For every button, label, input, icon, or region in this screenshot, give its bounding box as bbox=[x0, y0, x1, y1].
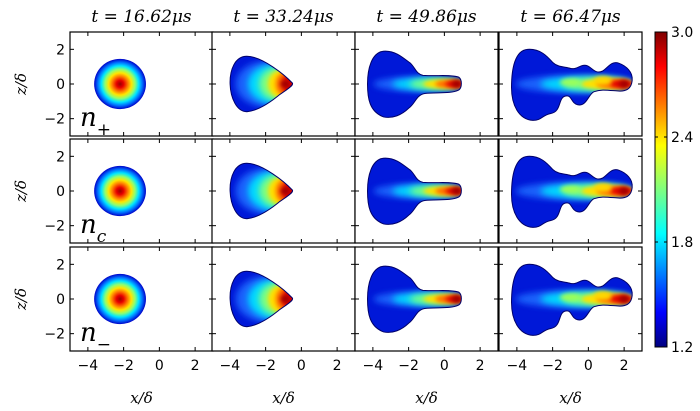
panel-r1-c3 bbox=[354, 31, 499, 137]
x-tick-label: 2 bbox=[620, 358, 629, 374]
x-tick-label: −4 bbox=[363, 358, 384, 374]
colorbar-tick-label: 1.2 bbox=[671, 340, 693, 356]
y-tick-label: 0 bbox=[56, 77, 65, 93]
y-tick-label: 2 bbox=[56, 42, 65, 58]
x-tick-label: −4 bbox=[78, 358, 99, 374]
x-tick-label: −2 bbox=[398, 358, 419, 374]
panel-r3-c3: −4 −2 0 2 bbox=[354, 246, 499, 374]
x-tick-label: 2 bbox=[333, 358, 342, 374]
y-axis-label: z/δ bbox=[12, 73, 30, 96]
x-axis-label: x/δ bbox=[130, 389, 153, 407]
panel-title-4: t = 66.47μs bbox=[520, 7, 621, 27]
column-titles: t = 16.62μs t = 33.24μs t = 49.86μs t = 66.… bbox=[91, 7, 621, 27]
y-tick-label: 2 bbox=[56, 257, 65, 273]
x-tick-label: 0 bbox=[584, 358, 593, 374]
x-tick-label: −2 bbox=[255, 358, 276, 374]
colorbar-tick-label: 2.4 bbox=[671, 130, 693, 146]
panel-r2-c2 bbox=[211, 138, 356, 244]
x-tick-label: 2 bbox=[476, 358, 485, 374]
y-tick-label: 2 bbox=[56, 149, 65, 165]
panel-r3-c2: −4 −2 0 2 bbox=[211, 246, 356, 374]
x-axis-labels: x/δ x/δ x/δ x/δ bbox=[130, 389, 582, 407]
y-tick-label: 0 bbox=[56, 292, 65, 308]
y-tick-label: 0 bbox=[56, 184, 65, 200]
panel-r2-c4 bbox=[498, 138, 643, 244]
y-tick-label: −2 bbox=[44, 327, 65, 343]
panel-title-3: t = 49.86μs bbox=[376, 7, 477, 27]
x-tick-label: 0 bbox=[297, 358, 306, 374]
panel-title-2: t = 33.24μs bbox=[233, 7, 334, 27]
x-axis-label: x/δ bbox=[559, 389, 582, 407]
x-tick-label: −2 bbox=[542, 358, 563, 374]
colorbar-scale bbox=[654, 31, 668, 348]
panel-title-1: t = 16.62μs bbox=[91, 7, 192, 27]
x-tick-label: 2 bbox=[191, 358, 200, 374]
x-tick-label: 0 bbox=[440, 358, 449, 374]
x-axis-label: x/δ bbox=[415, 389, 438, 407]
panel-r2-c3 bbox=[354, 138, 499, 244]
x-tick-label: −4 bbox=[507, 358, 528, 374]
colorbar: 1.2 1.8 2.4 3.0 bbox=[654, 25, 693, 356]
x-tick-label: −4 bbox=[220, 358, 241, 374]
y-tick-label: −2 bbox=[44, 219, 65, 235]
density-blob bbox=[94, 58, 146, 110]
panel-r1-c4 bbox=[498, 31, 643, 137]
x-axis-label: x/δ bbox=[272, 389, 295, 407]
y-tick-label: −2 bbox=[44, 112, 65, 128]
x-tick-label: 0 bbox=[155, 358, 164, 374]
x-tick-label: −2 bbox=[113, 358, 134, 374]
y-axis-labels: z/δ z/δ z/δ bbox=[12, 73, 30, 311]
panel-r1-c2 bbox=[211, 31, 356, 137]
y-axis-label: z/δ bbox=[12, 180, 30, 203]
density-blob bbox=[94, 273, 146, 325]
colorbar-tick-label: 3.0 bbox=[671, 25, 693, 41]
panel-r3-c4: −4 −2 0 2 bbox=[498, 246, 643, 374]
colorbar-tick-label: 1.8 bbox=[671, 235, 693, 251]
y-axis-label: z/δ bbox=[12, 288, 30, 311]
density-blob bbox=[94, 165, 146, 217]
